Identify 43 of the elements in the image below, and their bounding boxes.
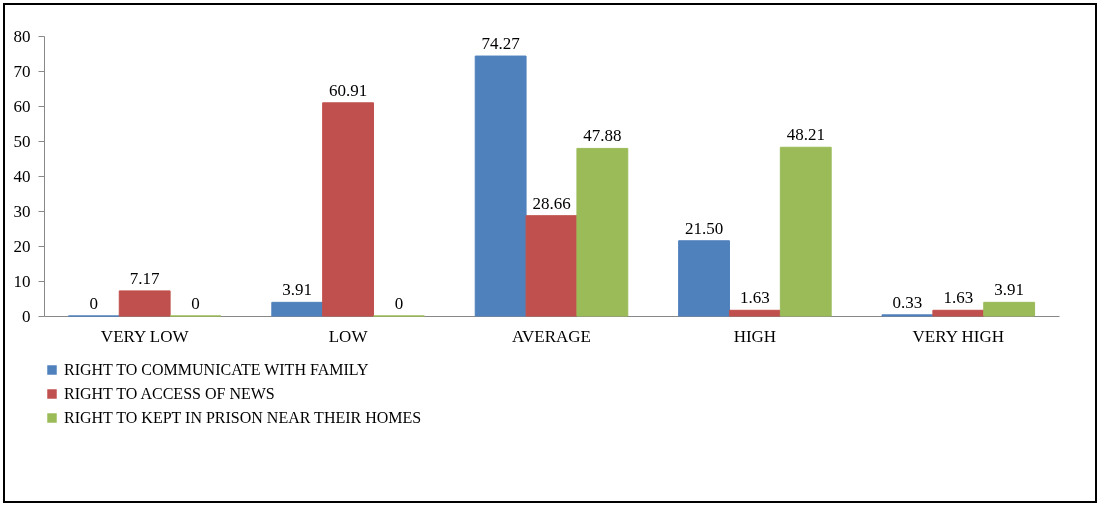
data-label: 60.91: [328, 80, 368, 100]
y-tick-label: 70: [13, 61, 31, 81]
x-tick-label: HIGH: [733, 326, 777, 346]
data-label: 0: [89, 294, 99, 313]
y-tick-label: 40: [13, 166, 31, 186]
y-tick-label: 10: [13, 271, 31, 291]
legend-label: RIGHT TO COMMUNICATE WITH FAMILY: [64, 361, 369, 378]
x-tick-label: VERY LOW: [100, 326, 190, 346]
x-tick-label: AVERAGE: [511, 326, 592, 346]
bar: [271, 301, 324, 317]
data-label: 0.33: [892, 292, 923, 312]
bar: [983, 301, 1036, 317]
data-label: 48.21: [786, 125, 825, 145]
bar: [322, 102, 375, 317]
legend-label: RIGHT TO KEPT IN PRISON NEAR THEIR HOMES: [64, 409, 422, 426]
data-label: 0: [394, 294, 404, 313]
y-tick-label: 0: [22, 306, 31, 326]
data-label: 3.91: [282, 280, 313, 300]
data-label: 7.17: [129, 268, 161, 288]
bar: [525, 215, 578, 317]
y-tick-label: 60: [13, 96, 31, 116]
data-label: 3.91: [994, 280, 1025, 300]
bar: [474, 55, 527, 317]
data-label: 1.63: [943, 288, 974, 308]
x-tick-label: VERY HIGH: [912, 326, 1005, 346]
bar: [118, 290, 171, 317]
y-tick-label: 80: [13, 26, 31, 46]
data-label: 21.50: [684, 218, 724, 238]
bar: [678, 240, 730, 317]
data-label: 28.66: [532, 193, 571, 213]
bar: [932, 309, 985, 317]
x-tick-label: LOW: [328, 326, 369, 346]
data-label: 47.88: [583, 126, 622, 146]
bar: [728, 309, 781, 317]
data-label: 1.63: [740, 288, 770, 308]
bar: [779, 146, 832, 317]
y-tick-label: 50: [13, 131, 31, 151]
y-tick-label: 30: [13, 201, 31, 221]
data-label: 74.27: [481, 34, 521, 54]
data-label: 0: [191, 294, 200, 313]
legend-label: RIGHT TO ACCESS OF NEWS: [64, 385, 275, 402]
y-tick-label: 20: [13, 236, 31, 256]
bar: [576, 147, 629, 317]
